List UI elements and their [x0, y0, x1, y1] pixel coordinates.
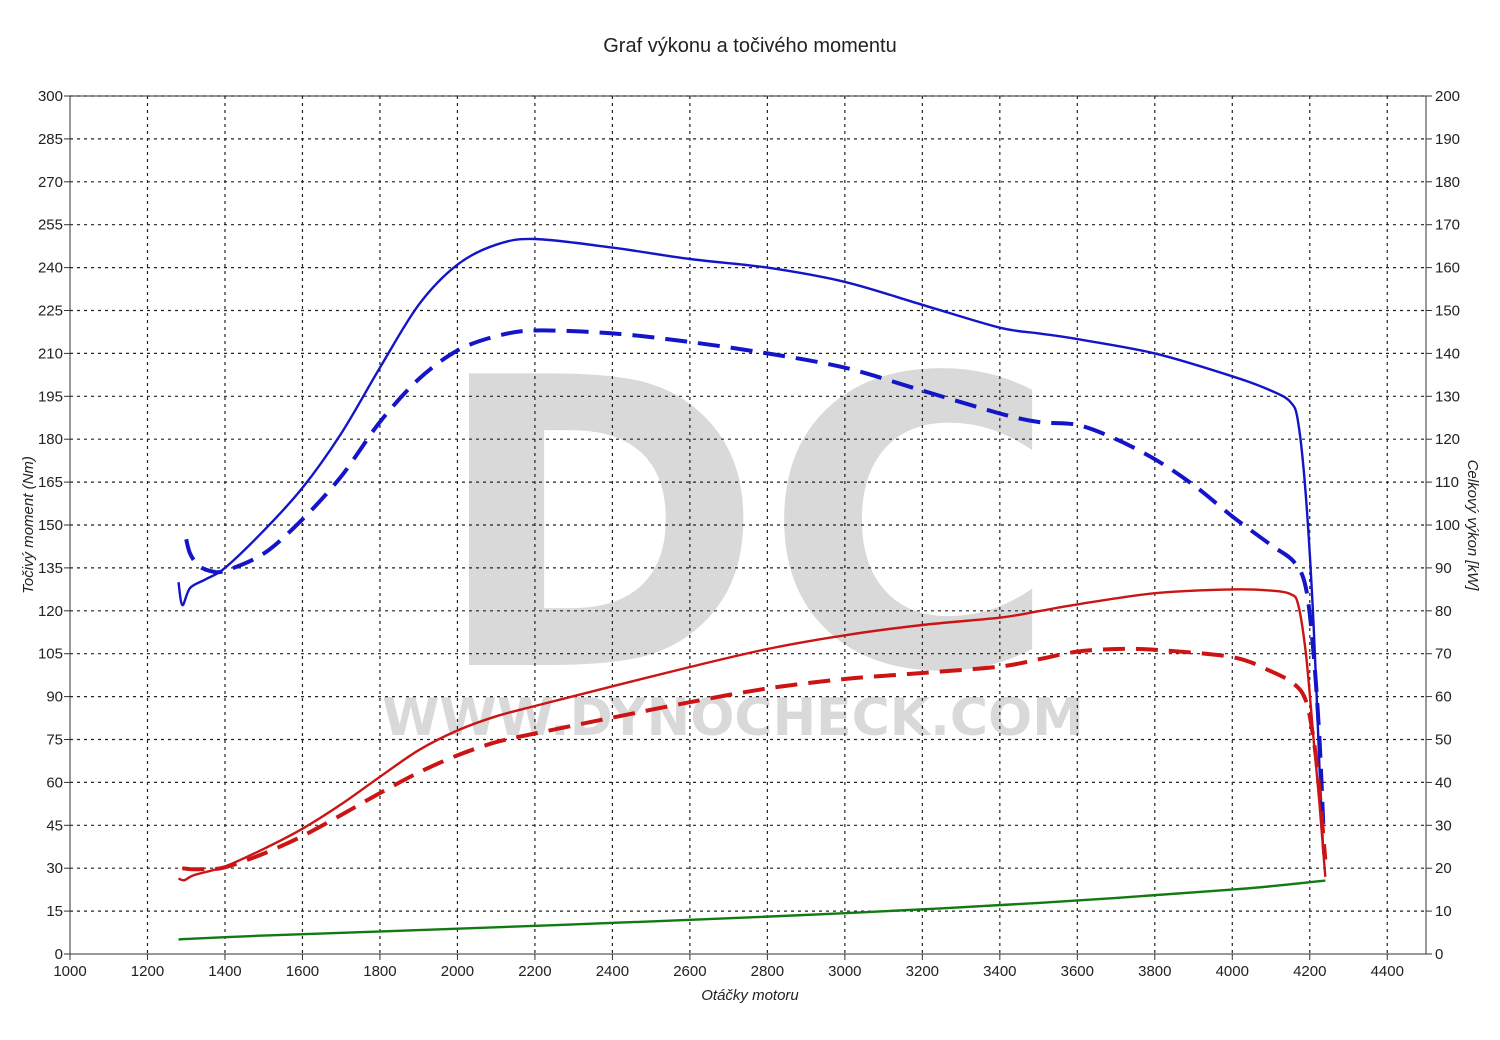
- x-tick-label: 3000: [828, 963, 861, 980]
- x-tick-label: 4000: [1216, 963, 1249, 980]
- series-line-torque_tuned: [177, 237, 1325, 854]
- y-left-tick-label: 210: [38, 345, 63, 362]
- x-tick-label: 1200: [131, 963, 164, 980]
- x-tick-label: 3800: [1138, 963, 1171, 980]
- series-line-power_tuned: [178, 588, 1327, 882]
- y-right-tick-label: 190: [1435, 131, 1460, 148]
- x-tick-label: 3400: [983, 963, 1016, 980]
- x-tick-label: 1000: [53, 963, 86, 980]
- y-right-tick-label: 0: [1435, 946, 1443, 963]
- series-line-torque_stock: [184, 328, 1326, 826]
- y-left-tick-label: 0: [55, 946, 63, 963]
- x-tick-label: 2200: [518, 963, 551, 980]
- x-tick-label: 1400: [208, 963, 241, 980]
- x-tick-label: 1600: [286, 963, 319, 980]
- y-right-tick-label: 40: [1435, 774, 1452, 791]
- y-right-tick-label: 60: [1435, 689, 1452, 706]
- y-left-tick-label: 90: [46, 689, 63, 706]
- y-left-tick-label: 255: [38, 217, 63, 234]
- y-right-tick-label: 180: [1435, 174, 1460, 191]
- x-tick-label: 4200: [1293, 963, 1326, 980]
- y-left-tick-label: 120: [38, 603, 63, 620]
- y-left-tick-label: 240: [38, 260, 63, 277]
- y-left-tick-label: 150: [38, 517, 63, 534]
- y-left-tick-label: 135: [38, 560, 63, 577]
- series-layer: [177, 237, 1328, 941]
- y-left-tick-label: 165: [38, 474, 63, 491]
- x-tick-label: 2600: [673, 963, 706, 980]
- y-left-tick-label: 75: [46, 732, 63, 749]
- y-left-tick-label: 195: [38, 388, 63, 405]
- y-right-tick-label: 100: [1435, 517, 1460, 534]
- y-right-tick-label: 80: [1435, 603, 1452, 620]
- y-left-tick-label: 15: [46, 903, 63, 920]
- watermark-logo: DC: [432, 295, 1058, 760]
- y-right-tick-label: 150: [1435, 303, 1460, 320]
- y-left-tick-label: 105: [38, 646, 63, 663]
- y-right-tick-label: 10: [1435, 903, 1452, 920]
- y-left-tick-label: 60: [46, 774, 63, 791]
- y-right-tick-label: 30: [1435, 817, 1452, 834]
- y-left-tick-label: 300: [38, 88, 63, 105]
- x-tick-label: 3600: [1061, 963, 1094, 980]
- x-tick-label: 2000: [441, 963, 474, 980]
- y-right-tick-label: 140: [1435, 345, 1460, 362]
- y-left-tick-label: 45: [46, 817, 63, 834]
- y-right-tick-label: 130: [1435, 388, 1460, 405]
- y-left-tick-label: 270: [38, 174, 63, 191]
- y-right-tick-label: 20: [1435, 860, 1452, 877]
- y-right-tick-label: 170: [1435, 217, 1460, 234]
- x-tick-label: 1800: [363, 963, 396, 980]
- x-tick-label: 4400: [1371, 963, 1404, 980]
- y-left-tick-label: 285: [38, 131, 63, 148]
- x-axis-label: Otáčky motoru: [701, 987, 799, 1004]
- y-axis-label-left: Točivý moment (Nm): [20, 456, 37, 594]
- y-right-tick-label: 120: [1435, 431, 1460, 448]
- y-right-tick-label: 50: [1435, 732, 1452, 749]
- chart-title: Graf výkonu a točivého momentu: [603, 35, 896, 57]
- y-right-tick-label: 70: [1435, 646, 1452, 663]
- y-right-tick-label: 110: [1435, 474, 1459, 491]
- y-right-tick-label: 200: [1435, 88, 1460, 105]
- y-right-tick-label: 90: [1435, 560, 1452, 577]
- watermark-text: WWW.DYNOCHECK.COM: [382, 688, 1084, 748]
- x-tick-label: 2400: [596, 963, 629, 980]
- series-line-loss: [178, 879, 1326, 941]
- series-line-power_stock: [182, 646, 1328, 872]
- y-left-tick-label: 30: [46, 860, 63, 877]
- x-tick-label: 2800: [751, 963, 784, 980]
- x-tick-label: 3200: [906, 963, 939, 980]
- y-left-tick-label: 180: [38, 431, 63, 448]
- tick-labels: 1000 1200 1400 1600 1800 2000 2200 2400 2600 2800…: [38, 88, 1460, 980]
- y-right-tick-label: 160: [1435, 260, 1460, 277]
- y-left-tick-label: 225: [38, 303, 63, 320]
- y-axis-label-right: Celkový výkon [kW]: [1464, 460, 1481, 592]
